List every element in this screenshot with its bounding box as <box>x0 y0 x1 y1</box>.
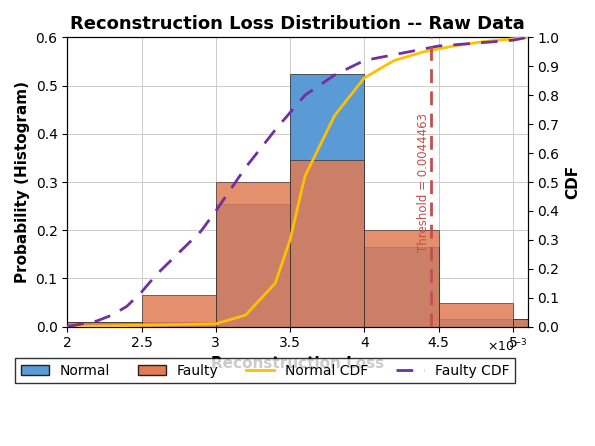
Bar <box>364 247 439 327</box>
Faulty CDF <box>153 272 160 277</box>
Faulty CDF <box>272 127 279 132</box>
Normal CDF <box>420 49 427 54</box>
Bar <box>439 302 513 327</box>
Bar <box>364 230 439 327</box>
Normal CDF <box>331 113 338 118</box>
Bar <box>216 182 290 327</box>
Faulty CDF <box>524 35 531 40</box>
Faulty CDF <box>198 228 205 234</box>
Normal CDF <box>287 237 294 243</box>
Faulty CDF <box>242 165 249 170</box>
Title: Reconstruction Loss Distribution -- Raw Data: Reconstruction Loss Distribution -- Raw … <box>70 15 525 33</box>
Faulty CDF <box>138 289 145 295</box>
Faulty CDF <box>168 257 175 263</box>
Bar <box>290 160 364 327</box>
Bar <box>142 322 216 327</box>
Normal CDF <box>524 35 531 40</box>
Faulty CDF <box>361 58 368 63</box>
Normal CDF <box>450 43 457 49</box>
Faulty CDF <box>183 243 190 248</box>
Faulty CDF <box>435 43 442 49</box>
Bar <box>513 319 528 327</box>
Faulty CDF <box>509 37 516 43</box>
Normal CDF <box>212 321 220 326</box>
Faulty CDF <box>301 92 308 98</box>
Y-axis label: CDF: CDF <box>565 165 580 199</box>
Normal CDF <box>272 281 279 286</box>
Bar <box>67 322 142 327</box>
Faulty CDF <box>212 208 220 214</box>
Faulty CDF <box>79 321 86 326</box>
Normal CDF <box>361 75 368 81</box>
Faulty CDF <box>64 324 71 330</box>
Faulty CDF <box>331 72 338 78</box>
X-axis label: Reconstruction Loss: Reconstruction Loss <box>211 356 384 371</box>
Bar <box>216 204 290 327</box>
Bar <box>290 74 364 327</box>
Legend: Normal, Faulty, Normal CDF, Faulty CDF: Normal, Faulty, Normal CDF, Faulty CDF <box>15 358 515 384</box>
Normal CDF <box>390 58 397 63</box>
Bar <box>513 319 528 327</box>
Line: Faulty CDF: Faulty CDF <box>67 37 528 327</box>
Y-axis label: Probability (Histogram): Probability (Histogram) <box>15 81 30 283</box>
Bar <box>439 319 513 327</box>
Normal CDF <box>242 313 249 318</box>
Bar <box>67 322 142 327</box>
Normal CDF <box>480 39 487 44</box>
Faulty CDF <box>123 304 130 309</box>
Faulty CDF <box>93 318 101 324</box>
Text: Threshold = 0.0044463: Threshold = 0.0044463 <box>416 112 430 252</box>
Line: Normal CDF: Normal CDF <box>67 37 528 327</box>
Normal CDF <box>64 324 71 330</box>
Normal CDF <box>301 173 308 179</box>
Text: $\times10^{-3}$: $\times10^{-3}$ <box>487 338 528 354</box>
Faulty CDF <box>108 313 115 318</box>
Bar <box>142 295 216 327</box>
Normal CDF <box>509 36 516 41</box>
